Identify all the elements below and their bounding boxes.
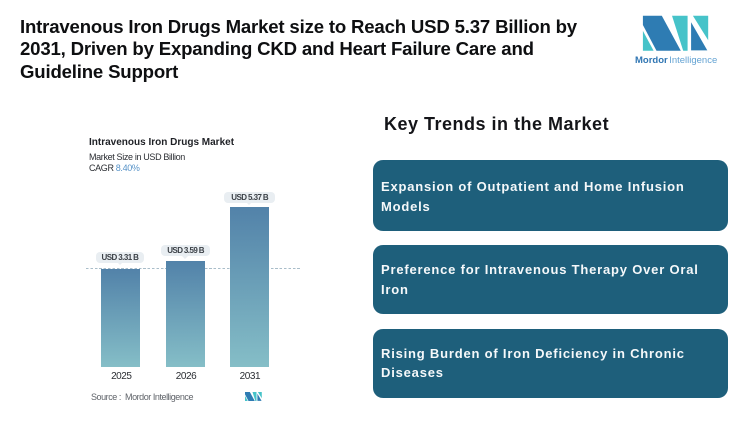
svg-text:Mordor: Mordor	[635, 55, 668, 66]
svg-text:Intelligence: Intelligence	[669, 55, 717, 66]
